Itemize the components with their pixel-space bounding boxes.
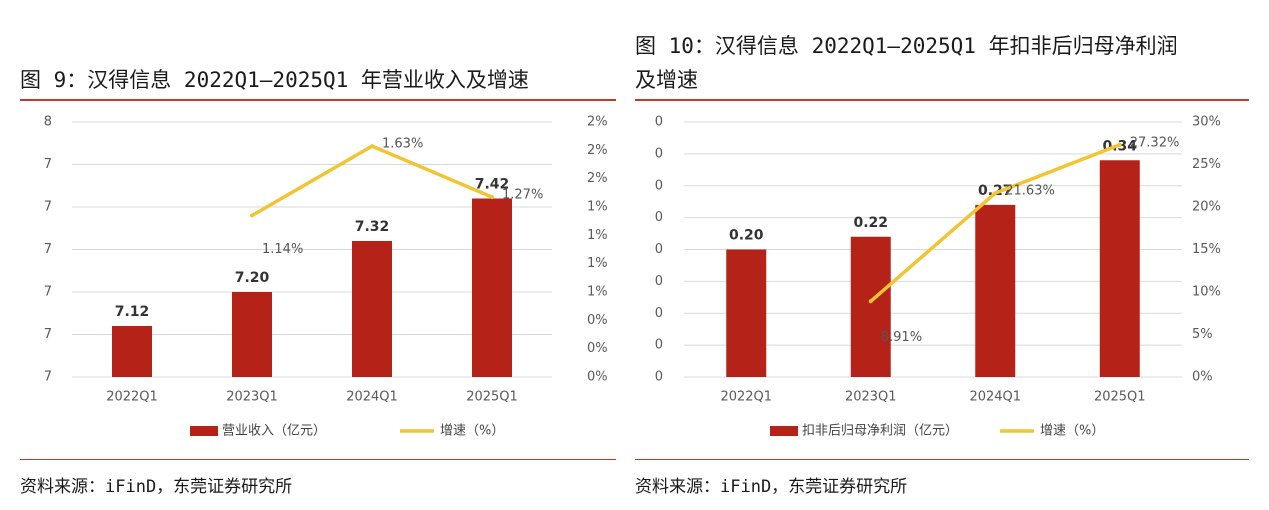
x-tick-label: 2022Q1 xyxy=(106,390,158,405)
title-rule xyxy=(20,99,616,101)
x-tick-label: 2024Q1 xyxy=(346,390,398,405)
y-left-tick-label: 0 xyxy=(655,146,663,161)
bar-value-label: 0.22 xyxy=(853,215,888,231)
y-right-tick-label: 2% xyxy=(587,115,608,130)
bar-2023Q1 xyxy=(850,236,891,377)
y-right-tick-label: 10% xyxy=(1192,285,1221,300)
y-right-tick-label: 30% xyxy=(1192,115,1221,130)
y-left-tick-label: 0 xyxy=(655,370,663,385)
source-note: 资料来源：iFinD，东莞证券研究所 xyxy=(635,477,908,497)
legend-label: 增速（%） xyxy=(440,424,504,439)
y-left-tick-label: 8 xyxy=(44,115,52,130)
y-left-tick-label: 7 xyxy=(44,327,52,342)
legend-label: 增速（%） xyxy=(1040,424,1104,439)
title-rule xyxy=(635,99,1249,101)
y-left-tick-label: 7 xyxy=(44,200,52,215)
y-left-tick-label: 0 xyxy=(655,274,663,289)
y-right-tick-label: 0% xyxy=(1192,370,1213,385)
y-right-tick-label: 25% xyxy=(1192,157,1221,172)
chart-title-line2: 及增速 xyxy=(635,68,698,92)
y-right-tick-label: 1% xyxy=(587,228,608,243)
x-tick-label: 2022Q1 xyxy=(720,390,772,405)
growth-line xyxy=(251,144,493,218)
growth-point xyxy=(1117,142,1122,147)
legend-swatch-bar xyxy=(190,426,218,436)
growth-point xyxy=(250,213,254,218)
y-right-tick-label: 5% xyxy=(1192,327,1213,342)
bar-2022Q1 xyxy=(726,249,767,377)
y-right-tick-label: 0% xyxy=(587,313,608,328)
x-tick-label: 2023Q1 xyxy=(226,390,278,405)
source-rule xyxy=(635,459,1249,460)
y-left-tick-label: 7 xyxy=(44,157,52,172)
bar-value-label: 7.12 xyxy=(115,304,150,320)
growth-point xyxy=(370,144,374,149)
y-left-tick-label: 0 xyxy=(655,338,663,353)
bar-value-label: 7.32 xyxy=(355,219,390,235)
growth-point xyxy=(490,195,494,200)
growth-value-label: 1.27% xyxy=(502,188,543,203)
chart-legend: 扣非后归母净利润（亿元） 增速（%） xyxy=(770,424,1104,439)
y-right-tick-label: 2% xyxy=(587,171,608,186)
growth-value-label: 1.63% xyxy=(382,137,423,152)
legend-label: 营业收入（亿元） xyxy=(222,424,326,439)
y-left-tick-label: 0 xyxy=(655,306,663,321)
y-right-tick-label: 15% xyxy=(1192,242,1221,257)
bar-value-label: 7.42 xyxy=(475,177,510,193)
growth-value-label: 27.32% xyxy=(1130,135,1180,150)
chart-title-line1: 图 10：汉得信息 2022Q1—2025Q1 年扣非后归母净利润 xyxy=(635,34,1178,58)
y-left-tick-label: 0 xyxy=(655,178,663,193)
growth-value-label: 1.14% xyxy=(262,242,303,257)
y-right-tick-label: 0% xyxy=(587,341,608,356)
y-right-tick-label: 1% xyxy=(587,256,608,271)
y-left-tick-label: 7 xyxy=(44,285,52,300)
x-tick-label: 2024Q1 xyxy=(969,390,1021,405)
y-right-tick-label: 2% xyxy=(587,143,608,158)
growth-point xyxy=(868,299,873,304)
x-tick-label: 2025Q1 xyxy=(466,390,518,405)
legend-label: 扣非后归母净利润（亿元） xyxy=(802,424,958,439)
profit-chart: 0 0 0 0 0 0 0 0 0 0% 5% 10% 15% 20% 25% 30% 0.20 2022Q1 0.… xyxy=(655,115,1221,439)
bar-2024Q1 xyxy=(352,241,392,377)
y-right-tick-label: 1% xyxy=(587,285,608,300)
bar-2024Q1 xyxy=(975,204,1016,377)
chart-title: 图 9：汉得信息 2022Q1—2025Q1 年营业收入及增速 xyxy=(20,68,529,92)
source-rule xyxy=(20,459,616,460)
bar-2022Q1 xyxy=(112,326,152,377)
bar-value-label: 0.20 xyxy=(729,228,764,244)
y-left-tick-label: 7 xyxy=(44,242,52,257)
revenue-chart: 7 7 7 7 7 7 8 0% 0% 0% 1% 1% 1% 1% 2% 2% 2% 7.12 2022Q1 7.2… xyxy=(44,115,608,439)
y-right-tick-label: 1% xyxy=(587,200,608,215)
growth-point xyxy=(993,191,998,196)
growth-value-label: 21.63% xyxy=(1005,184,1055,199)
bar-2025Q1 xyxy=(472,198,512,377)
y-left-tick-label: 0 xyxy=(655,115,663,130)
chart-legend: 营业收入（亿元） 增速（%） xyxy=(190,424,504,439)
y-right-tick-label: 20% xyxy=(1192,200,1221,215)
x-tick-label: 2025Q1 xyxy=(1094,390,1146,405)
legend-swatch-bar xyxy=(770,426,798,436)
y-left-tick-label: 0 xyxy=(655,210,663,225)
y-left-tick-label: 0 xyxy=(655,242,663,257)
bar-2023Q1 xyxy=(232,292,272,377)
y-right-tick-label: 0% xyxy=(587,370,608,385)
chart-panel-revenue: 图 9：汉得信息 2022Q1—2025Q1 年营业收入及增速 7 7 7 7 7 7 8 0… xyxy=(0,0,627,510)
bar-2025Q1 xyxy=(1099,160,1140,377)
bar-value-label: 7.20 xyxy=(235,270,270,286)
source-note: 资料来源：iFinD，东莞证券研究所 xyxy=(20,477,293,497)
x-tick-label: 2023Q1 xyxy=(845,390,897,405)
bar-value-label: 0.27 xyxy=(978,183,1013,199)
growth-value-label: 8.91% xyxy=(881,330,922,345)
y-left-tick-label: 7 xyxy=(44,370,52,385)
